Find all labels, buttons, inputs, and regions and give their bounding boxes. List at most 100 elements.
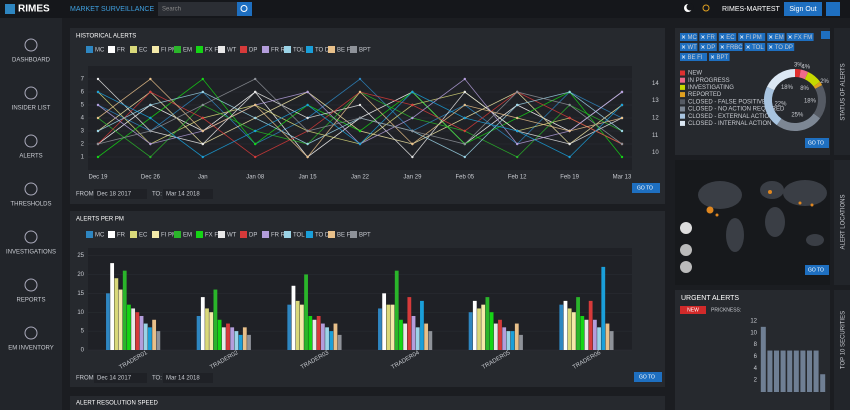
go-to-label: GO TO [637, 185, 653, 191]
bar [325, 327, 329, 350]
point [201, 142, 204, 146]
zoom-out[interactable] [680, 261, 692, 273]
nav-icon[interactable] [24, 326, 38, 340]
nav-icon[interactable] [24, 38, 38, 52]
filter-chip[interactable] [744, 43, 766, 51]
filter-chip[interactable] [786, 33, 814, 41]
app-title[interactable]: MARKET SURVEILLANCE [70, 6, 154, 13]
plot-area [88, 248, 632, 350]
bar [242, 327, 247, 350]
apps-button[interactable] [826, 2, 840, 16]
legend-label: CLOSED - INTERNAL ACTION [688, 121, 771, 127]
legend-label: BPT [359, 233, 371, 239]
search-box[interactable] [158, 2, 238, 16]
legend-label: FR RC [271, 48, 290, 54]
point [411, 129, 414, 133]
point [201, 103, 204, 107]
go-to-button[interactable] [805, 265, 829, 275]
legend-swatch [130, 46, 137, 53]
chip-remove [768, 45, 773, 49]
donut-slice [813, 81, 823, 89]
legend-swatch [350, 46, 357, 53]
donut-slice [764, 86, 782, 126]
bar [787, 350, 793, 392]
bar [148, 327, 152, 350]
user-name[interactable]: RIMES-MARTEST [722, 6, 781, 13]
slice-label: 8% [800, 86, 809, 92]
nav-icon[interactable] [24, 278, 38, 292]
bar [567, 308, 572, 350]
x-tick-label: Feb 12 [508, 175, 527, 181]
legend-swatch [240, 231, 247, 238]
filter-chip[interactable] [699, 43, 717, 51]
date-field[interactable] [94, 189, 147, 199]
point [96, 142, 100, 146]
chip-dropdown[interactable] [821, 31, 830, 39]
point [463, 142, 466, 146]
date-field[interactable] [163, 373, 213, 383]
side-tab[interactable] [834, 28, 850, 155]
sign-out-button[interactable] [784, 2, 822, 16]
nav-label[interactable]: INSIDER LIST [12, 106, 51, 112]
tab-label: ALERT LOCATIONS [841, 194, 847, 249]
legend-swatch [196, 46, 203, 53]
nav-label[interactable]: EM INVENTORY [8, 346, 53, 352]
point [149, 129, 152, 133]
nav-label[interactable]: DASHBOARD [12, 58, 51, 64]
filter-chip[interactable] [680, 33, 698, 41]
nav-icon[interactable] [24, 182, 38, 196]
chip-remove [788, 35, 792, 39]
search-button[interactable] [237, 2, 252, 16]
point [149, 90, 152, 94]
chip-label: EM [775, 35, 784, 41]
nav-label[interactable]: REPORTS [17, 298, 46, 304]
filter-chip[interactable] [699, 33, 717, 41]
filter-chip[interactable] [767, 33, 785, 41]
bar [320, 323, 325, 350]
x-tick-label: Jan 29 [403, 175, 422, 181]
bar [378, 308, 382, 350]
point [568, 103, 571, 107]
home-button[interactable] [680, 222, 692, 234]
badge-label: NEW [687, 307, 699, 313]
go-to-button[interactable] [634, 372, 662, 382]
y-tick-label: 8 [754, 342, 758, 348]
side-tab[interactable] [834, 160, 850, 285]
nav-icon[interactable] [24, 86, 38, 100]
bar [329, 331, 334, 350]
y-tick-label: 4 [81, 116, 85, 122]
date-field[interactable] [94, 373, 147, 383]
legend-label: EM [183, 233, 192, 239]
nav-label[interactable]: THRESHOLDS [10, 202, 51, 208]
filter-chip[interactable] [767, 43, 795, 51]
legend-label: FR [117, 233, 126, 239]
to-label: TO: [152, 192, 162, 198]
nav-icon[interactable] [24, 230, 38, 244]
filter-chip[interactable] [718, 33, 737, 41]
bar [221, 327, 226, 350]
date-field[interactable] [163, 189, 213, 199]
zoom-in[interactable] [680, 244, 692, 256]
bar [767, 350, 773, 392]
filter-chip[interactable] [718, 43, 743, 51]
legend-swatch [680, 84, 685, 90]
badge[interactable] [680, 306, 706, 314]
filter-chip[interactable] [680, 53, 707, 61]
bar [592, 319, 597, 350]
nav-icon[interactable] [24, 134, 38, 148]
go-to-button[interactable] [805, 138, 829, 148]
point [568, 116, 571, 120]
day-mode[interactable] [702, 4, 710, 12]
point [358, 116, 362, 120]
filter-chip[interactable] [709, 53, 730, 61]
bar [316, 316, 321, 350]
filter-chip[interactable] [738, 33, 766, 41]
chip-label: DP [707, 45, 715, 51]
go-to-button[interactable] [632, 183, 660, 193]
filter-chip[interactable] [680, 43, 698, 51]
donut-slice [804, 71, 821, 87]
nav-label[interactable]: INVESTIGATIONS [6, 250, 56, 256]
world-map [698, 180, 827, 252]
side-tab[interactable] [834, 290, 850, 410]
nav-label[interactable]: ALERTS [19, 154, 42, 160]
